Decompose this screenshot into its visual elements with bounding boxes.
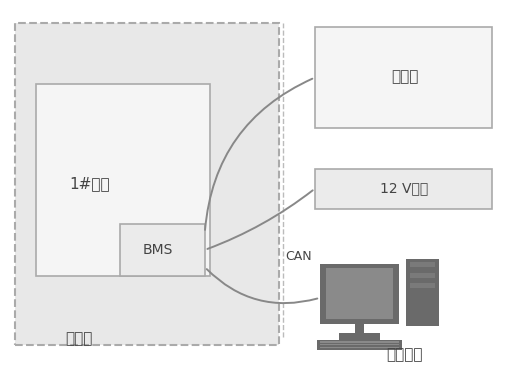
Text: 监控电脑: 监控电脑 — [386, 347, 423, 362]
Bar — [406, 259, 439, 326]
Bar — [320, 341, 399, 343]
Bar — [339, 333, 380, 340]
Bar — [326, 268, 393, 319]
Bar — [120, 224, 205, 276]
Bar — [15, 23, 279, 345]
Text: 1#电池: 1#电池 — [69, 176, 110, 192]
Bar — [36, 84, 210, 276]
Bar — [410, 283, 435, 288]
Text: BMS: BMS — [142, 243, 173, 257]
Bar — [410, 273, 435, 278]
Bar — [315, 27, 492, 128]
Bar — [410, 262, 435, 267]
Text: 快充桩: 快充桩 — [391, 69, 418, 84]
Bar — [320, 344, 399, 345]
Bar — [315, 169, 492, 209]
Text: 12 V电源: 12 V电源 — [380, 182, 429, 195]
Text: CAN: CAN — [286, 250, 312, 263]
Bar — [320, 347, 399, 348]
Bar — [355, 323, 365, 333]
Bar — [320, 264, 399, 324]
Bar — [317, 340, 402, 350]
Text: 温度箱: 温度箱 — [66, 331, 93, 347]
